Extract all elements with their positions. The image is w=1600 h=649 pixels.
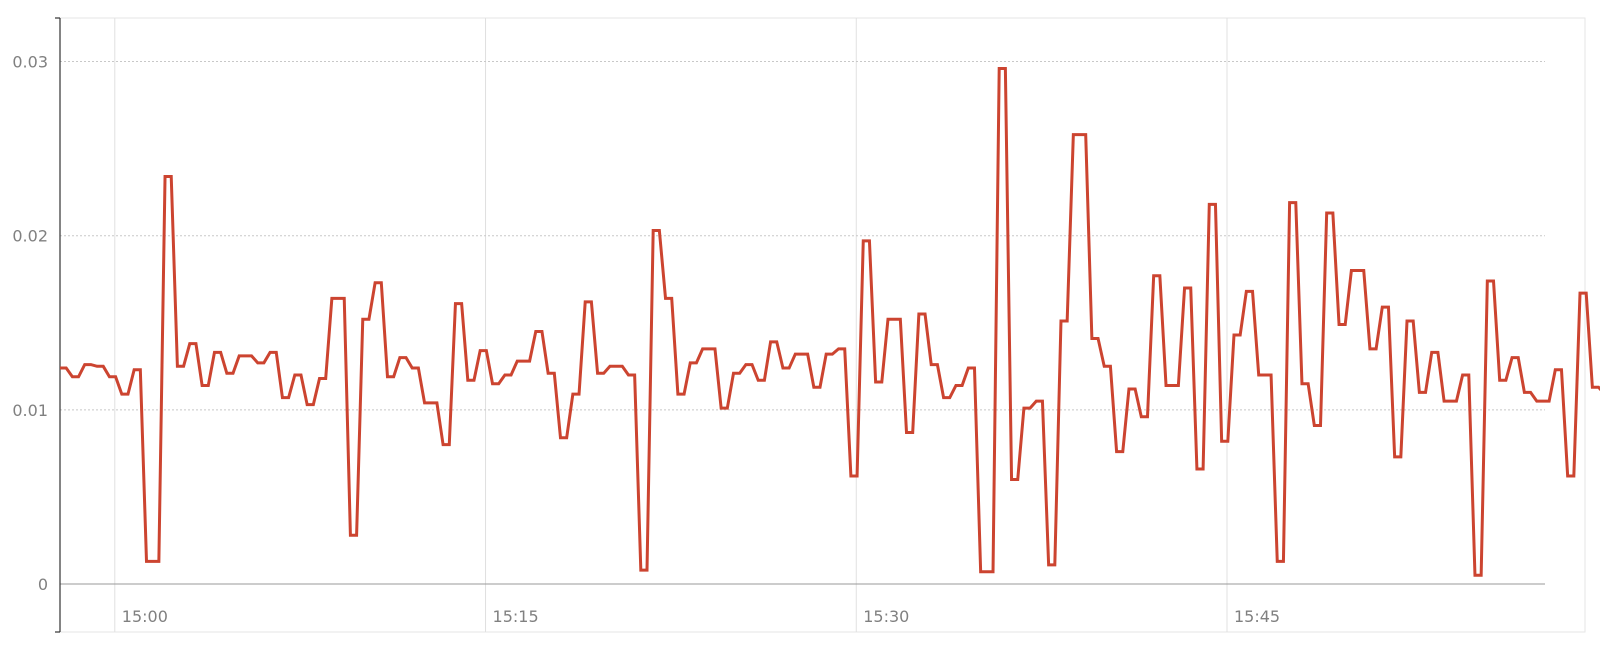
series-group (60, 67, 1600, 577)
x-tick-labels: 15:00 15:15 15:30 15:45 (122, 607, 1280, 626)
x-grid (114, 18, 1228, 632)
y-tick-label-2: 0.02 (12, 227, 48, 246)
x-tick-label-2: 15:30 (863, 607, 909, 626)
y-tick-labels: 0 0.01 0.02 0.03 (12, 53, 48, 594)
chart-frame (59, 17, 1586, 633)
y-tick-label-0: 0 (38, 575, 48, 594)
y-tick-label-1: 0.01 (12, 401, 48, 420)
series-line-0 (60, 67, 1600, 577)
x-tick-label-0: 15:00 (122, 607, 168, 626)
x-tick-label-1: 15:15 (493, 607, 539, 626)
x-tick-label-3: 15:45 (1234, 607, 1280, 626)
y-tick-label-3: 0.03 (12, 53, 48, 72)
